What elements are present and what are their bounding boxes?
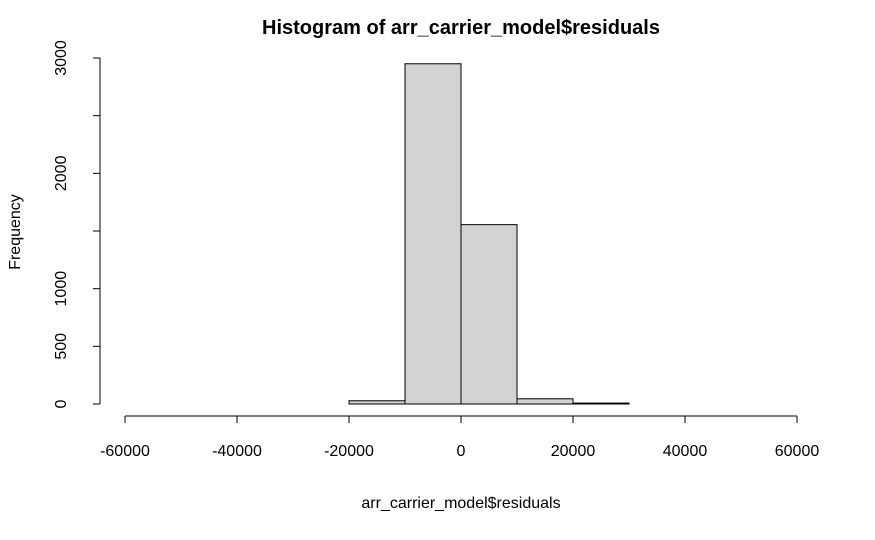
histogram-bar: [460, 224, 518, 405]
histogram-bar: [404, 63, 462, 405]
y-tick-label: 500: [53, 333, 70, 360]
y-tick-label: 2000: [53, 155, 70, 191]
y-tick-label: 0: [53, 399, 70, 408]
x-tick-label: 0: [457, 443, 466, 460]
y-tick-label: 3000: [53, 40, 70, 76]
x-tick-label: 60000: [775, 443, 820, 460]
x-tick-label: 40000: [663, 443, 708, 460]
y-tick-label: 1000: [53, 271, 70, 307]
x-axis: -60000 -40000 -20000 0 20000 40000 60000: [100, 415, 820, 460]
histogram-bar: [348, 400, 406, 405]
x-tick-label: -60000: [100, 443, 150, 460]
histogram-bar: [572, 402, 630, 405]
x-tick-label: 20000: [551, 443, 596, 460]
chart-title: Histogram of arr_carrier_model$residuals: [262, 17, 660, 39]
histogram-bars: [348, 63, 630, 405]
x-axis-title: arr_carrier_model$residuals: [361, 495, 560, 512]
y-axis-title: Frequency: [7, 194, 24, 270]
x-tick-label: -20000: [324, 443, 374, 460]
histogram-bar: [516, 398, 574, 405]
y-axis: 0 500 1000 2000 3000: [53, 40, 101, 408]
x-tick-label: -40000: [212, 443, 262, 460]
